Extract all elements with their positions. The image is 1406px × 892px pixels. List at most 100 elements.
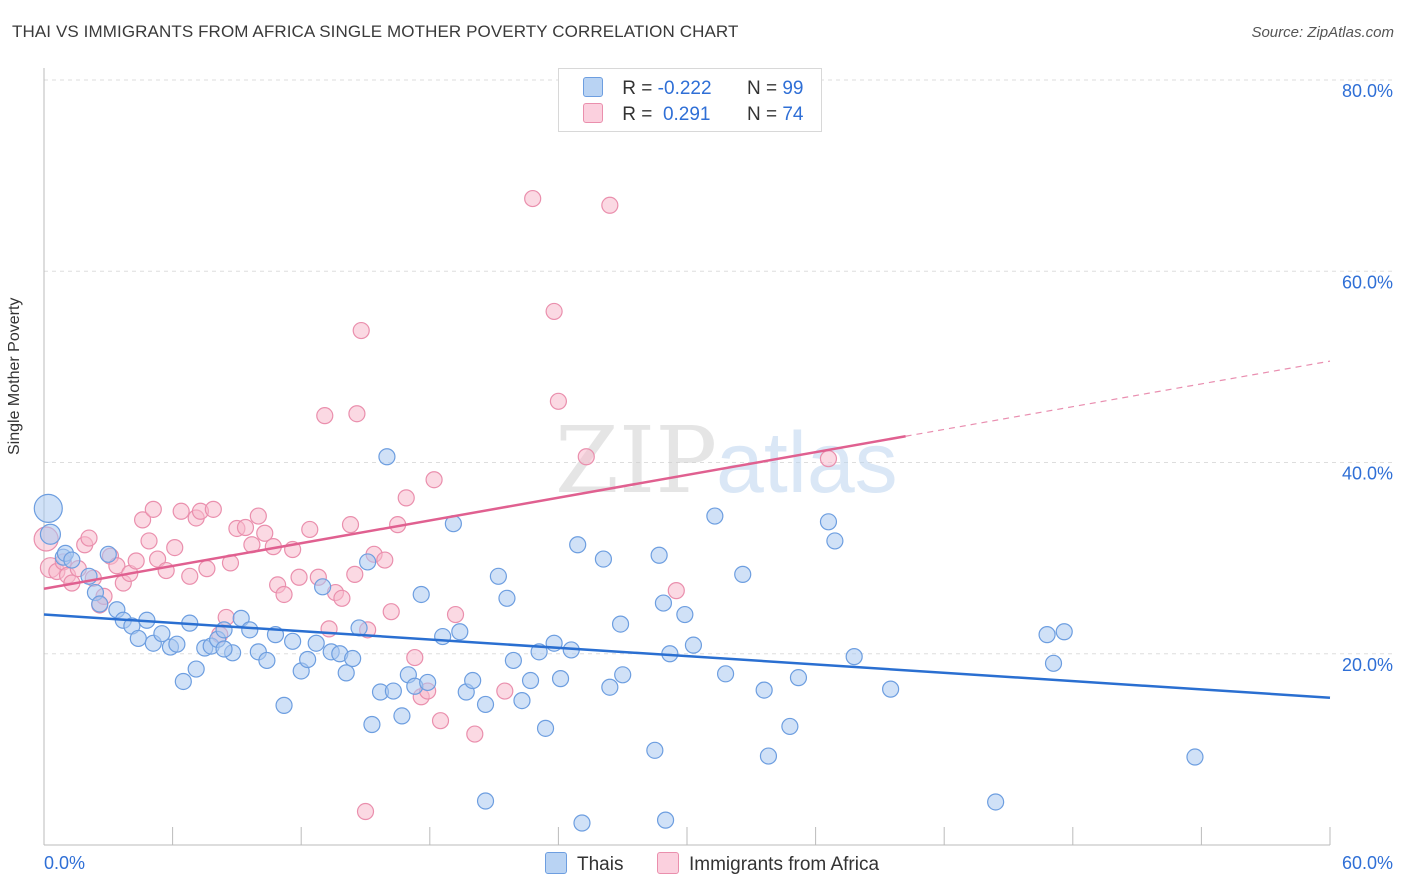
africa-point bbox=[431, 712, 450, 730]
africa-point bbox=[290, 568, 308, 586]
thais-point bbox=[1044, 654, 1063, 672]
africa-point bbox=[166, 539, 184, 557]
thais-point bbox=[614, 666, 632, 684]
legend-row-thais: R = -0.222 N = 99 bbox=[583, 77, 803, 99]
africa-point bbox=[301, 520, 319, 539]
africa-point bbox=[545, 302, 563, 321]
thais-point bbox=[168, 635, 186, 653]
source-label: Source: ZipAtlas.com bbox=[1251, 24, 1394, 41]
legend-r-value: 0.291 bbox=[657, 104, 711, 125]
bottom-legend-africa: Immigrants from Africa bbox=[657, 852, 879, 876]
africa-trend-line bbox=[43, 435, 906, 590]
thais-point bbox=[419, 673, 437, 692]
thais-point bbox=[1038, 626, 1056, 644]
thais-point bbox=[299, 650, 317, 669]
tick-labels: 20.0% 40.0% 60.0% 80.0% 0.0% 60.0% bbox=[44, 81, 1393, 873]
africa-point bbox=[144, 500, 162, 518]
africa-point bbox=[496, 682, 514, 700]
thais-point bbox=[826, 532, 844, 550]
thais-point bbox=[1055, 623, 1073, 641]
thais-point bbox=[378, 448, 396, 466]
thais-points bbox=[33, 448, 1204, 832]
bottom-legend-swatch-africa bbox=[657, 852, 679, 874]
africa-point bbox=[172, 502, 190, 520]
africa-point bbox=[140, 532, 158, 550]
thais-point bbox=[384, 682, 402, 700]
thais-point bbox=[676, 605, 694, 624]
legend-swatch-thais bbox=[583, 77, 603, 97]
thais-point bbox=[412, 585, 430, 604]
thais-point bbox=[755, 681, 773, 699]
thais-point bbox=[275, 696, 293, 714]
legend-r-value: -0.222 bbox=[657, 78, 712, 99]
watermark: ZIP atlas bbox=[555, 407, 898, 514]
thais-point bbox=[513, 692, 531, 710]
africa-point bbox=[446, 605, 465, 624]
africa-point bbox=[356, 802, 375, 821]
legend-n-value: 74 bbox=[782, 104, 804, 125]
thais-point bbox=[716, 665, 735, 683]
thais-point bbox=[258, 651, 276, 670]
thais-point bbox=[434, 627, 452, 646]
africa-point bbox=[249, 507, 267, 525]
bottom-legend-thais: Thais bbox=[545, 852, 623, 876]
thais-point bbox=[344, 649, 362, 668]
africa-point bbox=[819, 450, 838, 468]
thais-point bbox=[174, 672, 192, 691]
thais-point bbox=[734, 565, 752, 583]
thais-trend-line bbox=[43, 613, 1331, 699]
watermark-atlas: atlas bbox=[716, 415, 898, 511]
thais-point bbox=[153, 625, 171, 643]
africa-point bbox=[524, 189, 542, 208]
bottom-legend-label-thais: Thais bbox=[577, 854, 624, 875]
thais-point bbox=[706, 507, 724, 525]
thais-point bbox=[987, 793, 1005, 811]
thais-point bbox=[611, 615, 630, 633]
africa-point bbox=[397, 489, 415, 507]
africa-point bbox=[80, 529, 98, 547]
thais-point bbox=[129, 629, 147, 648]
thais-point bbox=[39, 523, 62, 545]
thais-point bbox=[187, 660, 205, 678]
thais-point bbox=[314, 578, 332, 596]
africa-point bbox=[108, 557, 126, 575]
thais-point bbox=[684, 636, 703, 654]
thais-point bbox=[393, 707, 411, 725]
thais-point bbox=[656, 811, 675, 829]
africa-point bbox=[275, 585, 293, 604]
y-tick-label: 80.0% bbox=[1342, 81, 1393, 101]
thais-point bbox=[363, 715, 381, 734]
axes bbox=[43, 68, 1331, 846]
thais-point bbox=[215, 621, 233, 639]
thais-point bbox=[307, 634, 325, 652]
africa-point bbox=[466, 725, 484, 743]
legend-n-label: N = bbox=[746, 104, 778, 125]
trend-lines bbox=[43, 360, 1331, 699]
thais-point bbox=[759, 747, 778, 765]
africa-point bbox=[198, 560, 216, 578]
africa-point bbox=[236, 518, 255, 537]
gridlines bbox=[44, 79, 1394, 655]
thais-point bbox=[464, 671, 482, 690]
africa-point bbox=[348, 405, 366, 423]
legend-n-label: N = bbox=[746, 78, 778, 99]
africa-point bbox=[341, 516, 360, 534]
thais-point bbox=[573, 814, 591, 832]
africa-point bbox=[376, 551, 394, 569]
africa-point bbox=[133, 511, 152, 529]
thais-point bbox=[498, 589, 516, 607]
thais-point bbox=[476, 695, 495, 714]
thais-point bbox=[504, 651, 522, 670]
x-tick-label: 0.0% bbox=[44, 853, 85, 873]
thais-point bbox=[781, 717, 799, 736]
legend-row-africa: R = 0.291 N = 74 bbox=[583, 103, 803, 125]
bottom-legend-swatch-thais bbox=[545, 852, 567, 874]
africa-point bbox=[352, 321, 370, 340]
correlation-legend: R = -0.222 N = 99 R = 0.291 N = 74 bbox=[558, 68, 822, 132]
legend-swatch-africa bbox=[583, 103, 603, 123]
thais-point bbox=[215, 640, 233, 658]
africa-point bbox=[256, 524, 274, 542]
bottom-legend-label-africa: Immigrants from Africa bbox=[689, 854, 880, 875]
thais-point bbox=[601, 678, 619, 696]
